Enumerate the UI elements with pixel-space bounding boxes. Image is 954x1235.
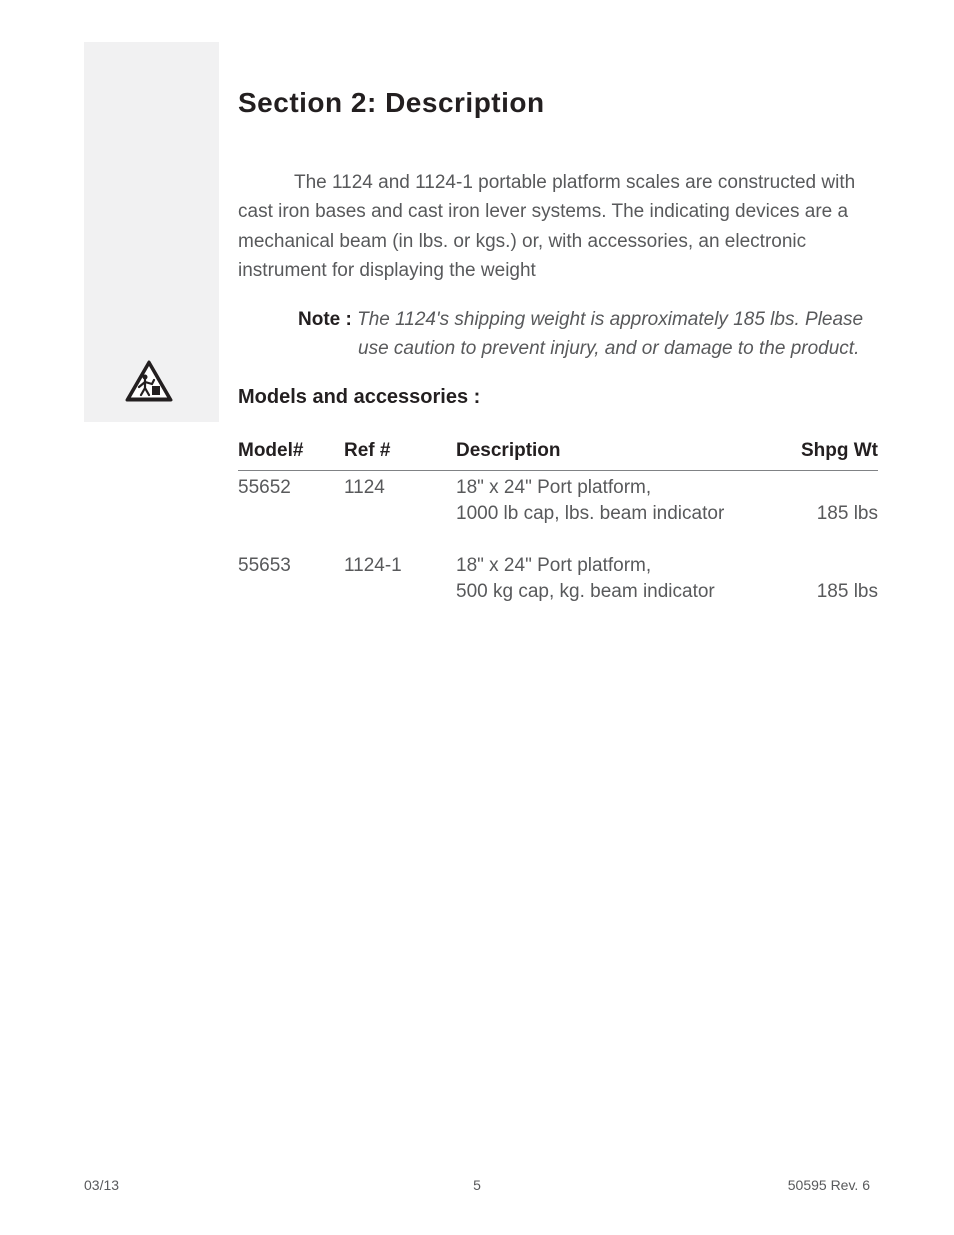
page-container: Section 2: Description The 1124 and 1124… [0,0,954,1235]
models-heading: Models and accessories : [238,386,480,409]
table-row: 55653 1124-1 18" x 24" Port platform, 50… [238,549,878,627]
paragraph-text: The 1124 and 1124-1 portable platform sc… [238,168,866,286]
col-header-shpg-wt: Shpg Wt [774,440,878,462]
note-line2: use caution to prevent injury, and or da… [358,334,866,363]
cell-desc-line1: 18" x 24" Port platform, [456,477,774,499]
cell-shpg-wt-empty [774,555,878,577]
intro-paragraph: The 1124 and 1124-1 portable platform sc… [238,168,866,286]
cell-ref: 1124-1 [344,555,456,577]
cell-desc-line2: 1000 lb cap, lbs. beam indicator [456,503,774,525]
cell-desc-line2: 500 kg cap, kg. beam indicator [456,581,774,603]
col-header-model: Model# [238,440,344,462]
cell-shpg-wt: 185 lbs [774,581,878,603]
note-line1: The 1124's shipping weight is approximat… [357,309,863,330]
cell-empty [238,581,344,603]
note-block: Note : The 1124's shipping weight is app… [298,305,866,364]
footer-date: 03/13 [84,1177,119,1193]
col-header-description: Description [456,440,774,462]
footer-docrev: 50595 Rev. 6 [788,1177,870,1193]
page-footer: 03/13 5 50595 Rev. 6 [84,1177,870,1193]
cell-model: 55652 [238,477,344,499]
caution-icon-svg [124,360,174,404]
cell-empty [344,581,456,603]
table-row: 55652 1124 18" x 24" Port platform, 1000… [238,471,878,549]
cell-ref: 1124 [344,477,456,499]
cell-model: 55653 [238,555,344,577]
note-label: Note : [298,309,352,330]
models-table: Model# Ref # Description Shpg Wt 55652 1… [238,440,878,627]
table-header-row: Model# Ref # Description Shpg Wt [238,440,878,471]
cell-desc-line1: 18" x 24" Port platform, [456,555,774,577]
cell-shpg-wt-empty [774,477,878,499]
cell-empty [344,503,456,525]
cell-shpg-wt: 185 lbs [774,503,878,525]
cell-empty [238,503,344,525]
table-body: 55652 1124 18" x 24" Port platform, 1000… [238,471,878,627]
col-header-ref: Ref # [344,440,456,462]
section-title: Section 2: Description [238,87,545,119]
lifting-caution-icon [124,360,174,410]
footer-page-number: 5 [473,1177,481,1193]
